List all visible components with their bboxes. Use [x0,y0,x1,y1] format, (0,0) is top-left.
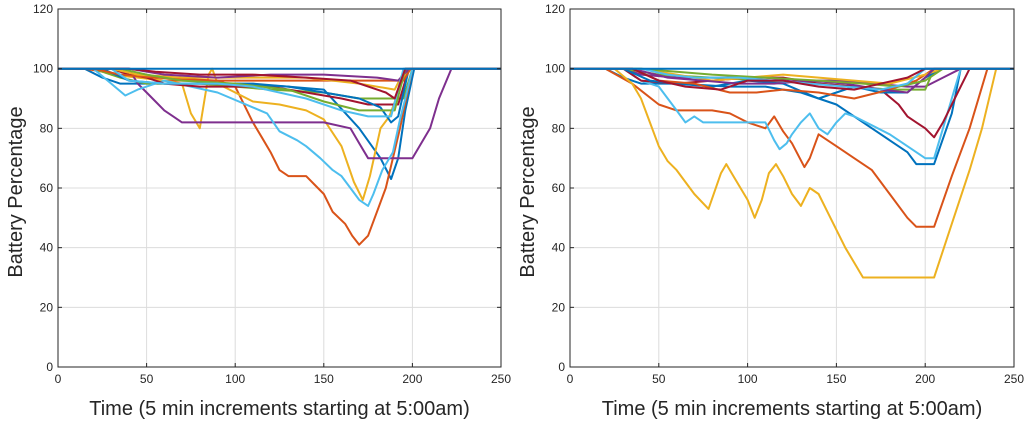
x-tick-label: 250 [491,372,511,386]
y-tick-label: 120 [545,2,565,16]
series-line-s12 [570,67,1014,88]
series-line-s9 [58,67,501,82]
y-axis-title: Battery Percentage [517,106,539,277]
y-tick-label: 40 [40,241,54,255]
x-tick-label: 100 [738,372,758,386]
y-tick-label: 100 [545,62,565,76]
x-tick-label: 0 [55,372,62,386]
y-tick-label: 40 [552,241,566,255]
series-line-s5 [58,67,501,100]
chart-left: 0 50 100 150 200 250 0 20 40 60 80 100 120 Time (5 mi… [5,2,511,420]
x-tick-label: 150 [826,372,846,386]
series-line-s3 [570,67,1014,279]
x-tick-label: 50 [140,372,154,386]
x-tick-label: 150 [314,372,334,386]
x-tick-label: 250 [1004,372,1024,386]
x-tick-label: 50 [652,372,666,386]
y-tick-label: 120 [33,2,53,16]
series-line-s2 [570,67,1014,228]
y-tick-label: 20 [40,300,54,314]
series-line-s6 [58,67,501,207]
y-tick-label: 0 [46,360,53,374]
y-tick-label: 60 [552,181,566,195]
chart-right: 0 50 100 150 200 250 0 20 40 60 80 100 120 Time (5 mi… [517,2,1024,420]
series-line-s14 [58,67,501,100]
series-line-s4 [58,67,501,160]
series-line-s13 [58,67,501,118]
x-tick-label: 200 [402,372,422,386]
x-axis-title: Time (5 min increments starting at 5:00a… [89,398,470,420]
y-tick-label: 60 [40,181,54,195]
y-tick-label: 80 [552,121,566,135]
series-line-s14 [570,67,1014,91]
y-tick-label: 80 [40,121,54,135]
x-axis-title: Time (5 min increments starting at 5:00a… [602,398,983,420]
y-tick-label: 0 [558,360,565,374]
x-tick-label: 200 [915,372,935,386]
series-line-s6 [570,67,1014,160]
y-tick-label: 100 [33,62,53,76]
x-tick-label: 100 [225,372,245,386]
y-tick-label: 20 [552,300,566,314]
series-line-s12 [58,67,501,112]
y-axis-title: Battery Percentage [5,106,27,277]
x-tick-label: 0 [567,372,574,386]
